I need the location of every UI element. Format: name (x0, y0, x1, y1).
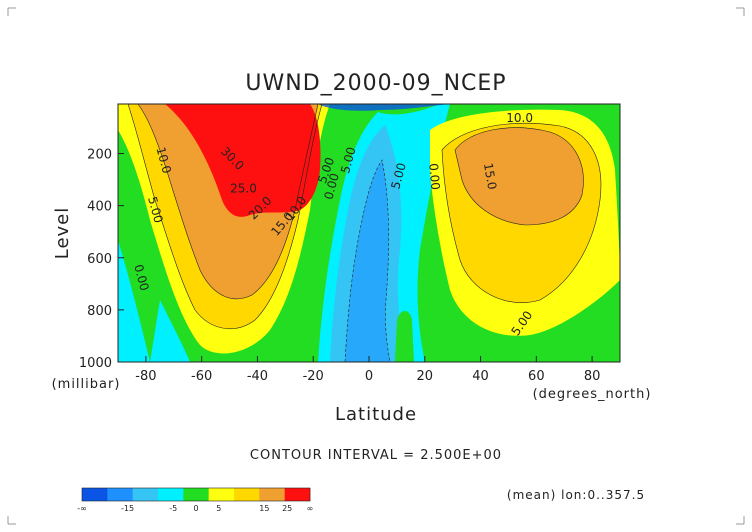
contour-label: 10.0 (153, 146, 173, 175)
x-tick-label: 20 (417, 369, 434, 384)
corner-marks (7, 7, 745, 525)
x-axis-label: Latitude (335, 404, 417, 425)
colorbar-tick-label: ∞ (307, 504, 314, 513)
colorbar-swatch (234, 488, 260, 501)
y-tick-label: 400 (87, 200, 112, 215)
colorbar-swatch (132, 488, 159, 501)
contour-label: 0.00 (131, 263, 151, 292)
colorbar-tick-label: -5 (169, 504, 177, 513)
contour-label: 25.0 (230, 182, 257, 196)
colorbar-swatch (158, 488, 184, 501)
x-tick-label: -80 (135, 369, 156, 384)
contour-label: 5.00 (388, 161, 408, 190)
contour-label: 5.00 (145, 195, 165, 224)
y-tick-label: 600 (87, 252, 112, 267)
y-tick-label: 200 (87, 148, 112, 163)
x-tick-label: 60 (528, 369, 545, 384)
footnote: (mean) lon:0..357.5 (507, 488, 645, 502)
colorbar-tick-label: 5 (216, 504, 221, 513)
y-tick-label: 800 (87, 304, 112, 319)
contour-label: 0.00 (426, 163, 442, 191)
colorbar-tick-label: 25 (282, 504, 292, 513)
colorbar-frame (81, 487, 311, 502)
colorbar-swatch (183, 488, 209, 501)
x-axis-units: (degrees_north) (533, 387, 652, 402)
x-tick-label: 40 (472, 369, 489, 384)
contour-label: 15.0 (481, 162, 499, 191)
contour-label: 0.00 (321, 172, 341, 201)
contour-interval-text: CONTOUR INTERVAL = 2.500E+00 (250, 448, 502, 463)
y-axis-label: Level (52, 207, 73, 260)
colorbar-swatch (259, 488, 285, 501)
x-tick-label: -20 (303, 369, 324, 384)
contour-label: 10.0 (506, 111, 533, 125)
colorbar-tick-label: 0 (193, 504, 198, 513)
contour-field (118, 104, 620, 362)
colorbar-swatch (208, 488, 235, 501)
x-tick-label: -40 (247, 369, 268, 384)
x-tick-label: 80 (584, 369, 601, 384)
colorbar-swatch (107, 488, 133, 501)
colorbar-tick-label: -∞ (77, 504, 87, 513)
x-tick-label: -60 (191, 369, 212, 384)
colorbar-tick-label: 15 (259, 504, 269, 513)
x-tick-label: 0 (365, 369, 373, 384)
y-axis-units: (millibar) (52, 377, 121, 392)
y-tick-label: 1000 (79, 356, 112, 371)
colorbar-swatch (82, 488, 108, 501)
colorbar-tick-label: -15 (121, 504, 134, 513)
contour-label: 5.00 (338, 146, 358, 175)
colorbar-swatch (284, 488, 311, 501)
chart-title: UWND_2000-09_NCEP (245, 71, 506, 96)
colorbar: -∞ -15 -5 0 5 15 25 ∞ (77, 487, 314, 513)
